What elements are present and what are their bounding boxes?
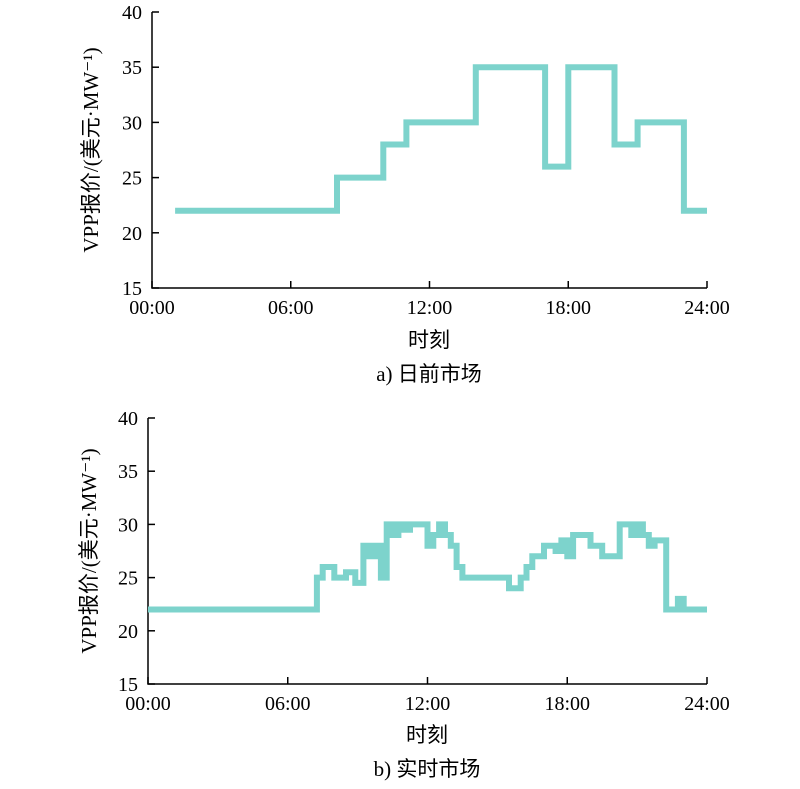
- y-tick-label: 25: [122, 168, 142, 190]
- chart-panel-day-ahead: 15 20 25 30 35 40 00:00 06:00 12:00 18:00 24:00 VP…: [79, 2, 730, 386]
- x-tick-label: 24:00: [684, 693, 730, 715]
- y-tick-label: 30: [122, 112, 142, 134]
- panel-caption: b) 实时市场: [374, 757, 481, 781]
- y-tick-label: 30: [118, 514, 138, 536]
- series-line: [175, 64, 707, 214]
- axis-ticks: 15 20 25 30 35 40 00:00 06:00 12:00 18:00 24:00: [122, 2, 730, 319]
- y-tick-label: 35: [122, 57, 142, 79]
- y-tick-label: 20: [118, 621, 138, 643]
- panel-caption: a) 日前市场: [376, 362, 482, 386]
- y-tick-label: 40: [118, 408, 138, 430]
- y-tick-label: 35: [118, 461, 138, 483]
- series-line: [148, 521, 707, 613]
- x-tick-label: 06:00: [265, 693, 311, 715]
- x-tick-label: 06:00: [268, 297, 314, 319]
- x-tick-label: 00:00: [125, 693, 171, 715]
- axis-frame: [147, 418, 707, 685]
- y-tick-label: 15: [122, 278, 142, 300]
- y-axis-title: VPP报价/(美元·MW⁻¹): [77, 448, 101, 653]
- x-tick-label: 12:00: [405, 693, 451, 715]
- x-tick-label: 00:00: [129, 297, 175, 319]
- axis-frame: [151, 12, 707, 289]
- x-axis-title: 时刻: [406, 723, 448, 747]
- x-tick-label: 24:00: [684, 297, 730, 319]
- axis-ticks: 15 20 25 30 35 40 00:00 06:00 12:00 18:00 24:00: [118, 408, 730, 715]
- y-tick-label: 40: [122, 2, 142, 24]
- y-tick-label: 20: [122, 223, 142, 245]
- x-axis-title: 时刻: [408, 328, 450, 352]
- y-tick-label: 15: [118, 674, 138, 696]
- chart-panel-real-time: 15 20 25 30 35 40 00:00 06:00 12:00 18:00 24:00 VP…: [77, 408, 730, 781]
- x-tick-label: 18:00: [545, 297, 591, 319]
- y-tick-label: 25: [118, 568, 138, 590]
- x-tick-label: 18:00: [544, 693, 590, 715]
- y-axis-title: VPP报价/(美元·MW⁻¹): [79, 47, 103, 252]
- x-tick-label: 12:00: [407, 297, 453, 319]
